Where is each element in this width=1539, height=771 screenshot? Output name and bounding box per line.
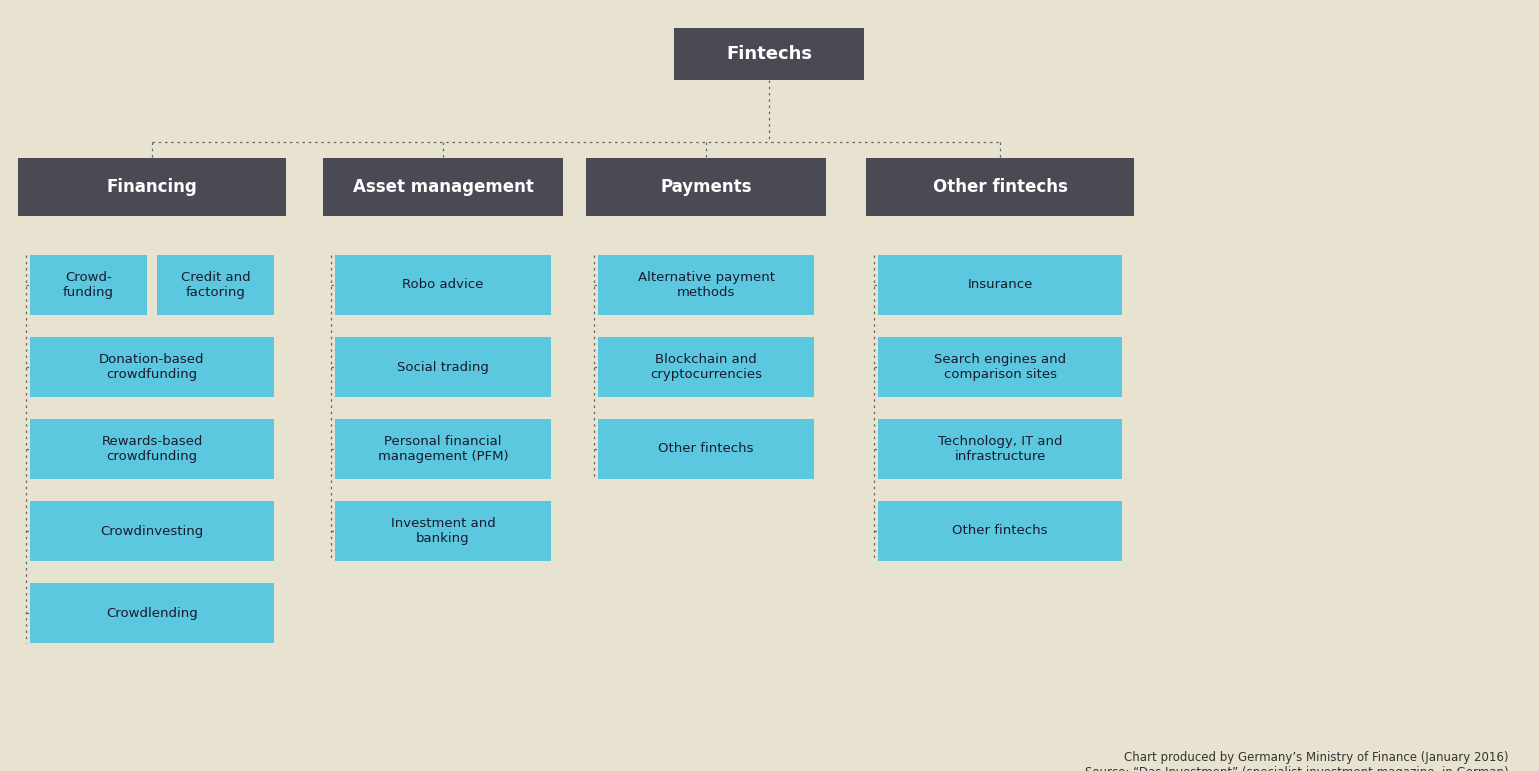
FancyBboxPatch shape (29, 583, 274, 643)
FancyBboxPatch shape (336, 337, 551, 397)
FancyBboxPatch shape (336, 501, 551, 561)
Text: Payments: Payments (660, 178, 751, 196)
FancyBboxPatch shape (586, 158, 826, 216)
FancyBboxPatch shape (599, 419, 814, 479)
FancyBboxPatch shape (336, 419, 551, 479)
Text: Search engines and
comparison sites: Search engines and comparison sites (934, 353, 1067, 381)
Text: Alternative payment
methods: Alternative payment methods (637, 271, 774, 299)
FancyBboxPatch shape (29, 337, 274, 397)
FancyBboxPatch shape (29, 501, 274, 561)
FancyBboxPatch shape (599, 337, 814, 397)
Text: Personal financial
management (PFM): Personal financial management (PFM) (377, 435, 508, 463)
FancyBboxPatch shape (879, 419, 1122, 479)
Text: Technology, IT and
infrastructure: Technology, IT and infrastructure (937, 435, 1062, 463)
FancyBboxPatch shape (157, 255, 274, 315)
FancyBboxPatch shape (879, 255, 1122, 315)
Text: Insurance: Insurance (968, 278, 1033, 291)
FancyBboxPatch shape (879, 337, 1122, 397)
FancyBboxPatch shape (879, 501, 1122, 561)
Text: Financing: Financing (106, 178, 197, 196)
Text: Fintechs: Fintechs (726, 45, 813, 63)
Text: Chart produced by Germany’s Ministry of Finance (January 2016)
Source: “Das Inve: Chart produced by Germany’s Ministry of … (1085, 751, 1510, 771)
Text: Donation-based
crowdfunding: Donation-based crowdfunding (98, 353, 205, 381)
Text: Crowd-
funding: Crowd- funding (63, 271, 114, 299)
Text: Other fintechs: Other fintechs (953, 524, 1048, 537)
Text: Crowdlending: Crowdlending (106, 607, 199, 620)
Text: Other fintechs: Other fintechs (933, 178, 1068, 196)
Text: Social trading: Social trading (397, 361, 489, 373)
Text: Blockchain and
cryptocurrencies: Blockchain and cryptocurrencies (649, 353, 762, 381)
FancyBboxPatch shape (674, 28, 863, 80)
Text: Robo advice: Robo advice (402, 278, 483, 291)
FancyBboxPatch shape (29, 255, 148, 315)
FancyBboxPatch shape (336, 255, 551, 315)
FancyBboxPatch shape (323, 158, 563, 216)
FancyBboxPatch shape (599, 255, 814, 315)
Text: Rewards-based
crowdfunding: Rewards-based crowdfunding (102, 435, 203, 463)
Text: Crowdinvesting: Crowdinvesting (100, 524, 203, 537)
FancyBboxPatch shape (29, 419, 274, 479)
Text: Asset management: Asset management (352, 178, 534, 196)
FancyBboxPatch shape (866, 158, 1134, 216)
Text: Other fintechs: Other fintechs (659, 443, 754, 456)
Text: Credit and
factoring: Credit and factoring (180, 271, 251, 299)
Text: Investment and
banking: Investment and banking (391, 517, 496, 545)
FancyBboxPatch shape (18, 158, 286, 216)
